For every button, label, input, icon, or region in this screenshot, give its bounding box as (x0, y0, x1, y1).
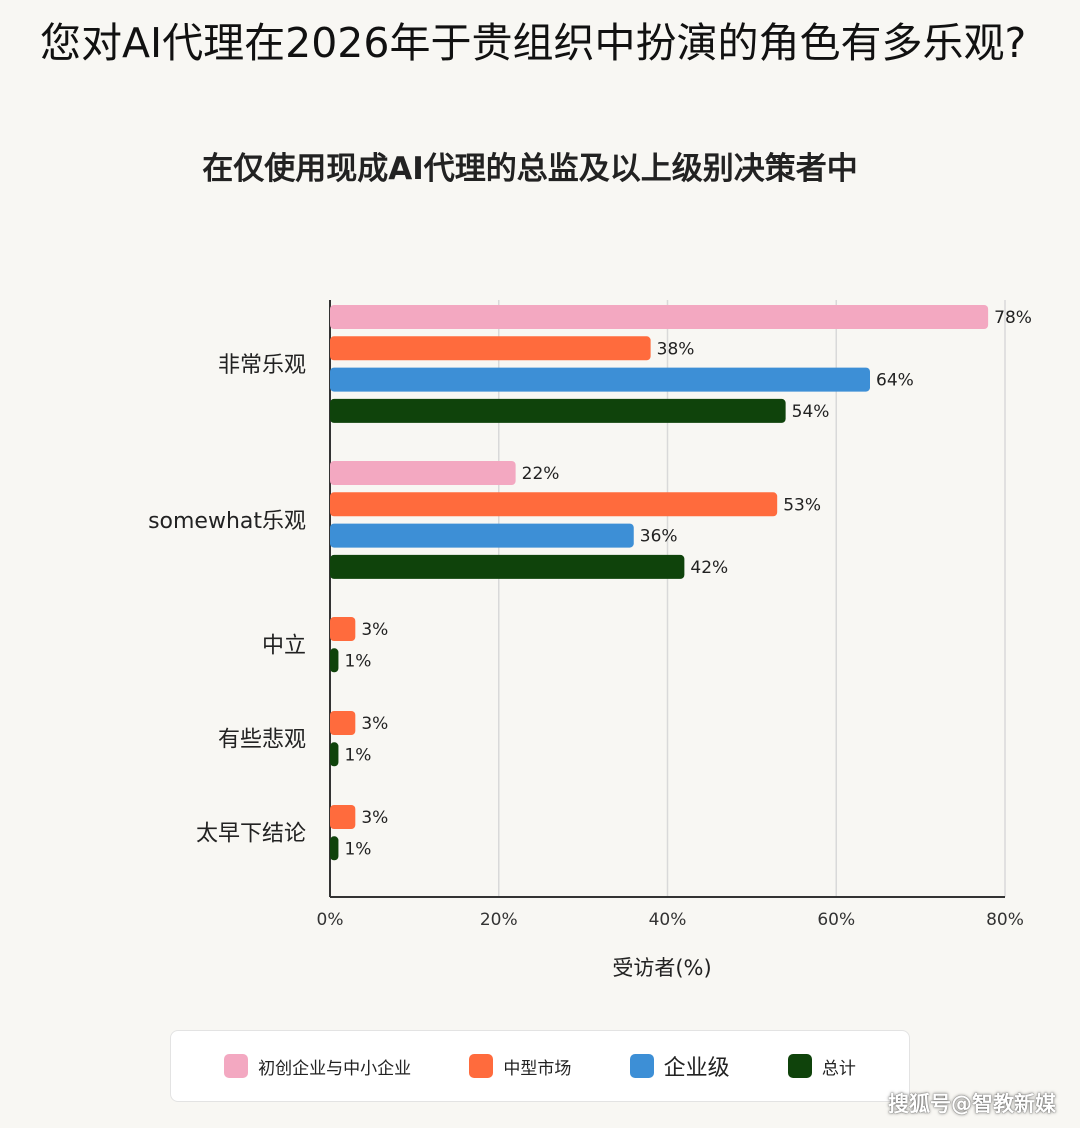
legend-label-startup: 初创企业与中小企业 (258, 1058, 412, 1079)
bar-value-label: 3% (361, 808, 388, 828)
legend-label-midmarket: 中型市场 (503, 1058, 572, 1079)
bar-value-label: 36% (640, 527, 678, 547)
bar-value-label: 38% (657, 339, 695, 359)
bar-value-label: 78% (994, 308, 1032, 328)
chart-title: 您对AI代理在2026年于贵组织中扮演的角色有多乐观? (40, 19, 1027, 67)
legend-item-startup: 初创企业与中小企业 (224, 1054, 411, 1079)
bar-value-label: 1% (344, 839, 371, 859)
bar (330, 742, 339, 767)
bar (330, 305, 989, 329)
bar-value-label: 54% (792, 402, 830, 422)
bar (330, 805, 356, 829)
legend-swatch-startup (224, 1054, 249, 1078)
bar (330, 461, 516, 485)
bar-value-label: 22% (522, 464, 560, 484)
category-label: 中立 (262, 634, 306, 659)
x-axis-label: 受访者(%) (612, 956, 711, 980)
bar-value-label: 42% (690, 558, 728, 578)
bar-value-label: 64% (876, 371, 914, 391)
legend-label-total: 总计 (821, 1058, 856, 1079)
chart-subtitle: 在仅使用现成AI代理的总监及以上级别决策者中 (202, 151, 858, 187)
watermark: 搜狐号@智教新媒 (888, 1092, 1056, 1116)
x-tick-label: 20% (480, 910, 518, 930)
legend-swatch-total (787, 1054, 812, 1078)
bar (330, 711, 356, 735)
bar (330, 336, 651, 361)
x-tick-label: 0% (317, 910, 344, 930)
bar-value-label: 3% (361, 620, 388, 640)
bar (330, 367, 870, 392)
category-label: somewhat乐观 (148, 509, 306, 534)
category-label: 太早下结论 (196, 822, 306, 847)
legend-item-total: 总计 (787, 1054, 856, 1079)
bar (330, 836, 339, 861)
bar-value-label: 53% (783, 495, 821, 515)
legend-swatch-enterprise (629, 1054, 654, 1078)
x-tick-label: 40% (649, 910, 687, 930)
legend-item-enterprise: 企业级 (629, 1050, 730, 1082)
bar (330, 554, 685, 579)
bar-chart: 0% 20% 40% 60% 80% 受访者(%) 78% 38% 64% 54% 非常乐观 22% 5… (148, 300, 1032, 980)
chart-legend: 初创企业与中小企业 中型市场 企业级 总计 (170, 1030, 910, 1102)
bar (330, 617, 356, 641)
category-label: 有些悲观 (218, 728, 306, 753)
x-tick-label: 80% (986, 910, 1024, 930)
bar-value-label: 1% (344, 745, 371, 765)
bar (330, 492, 778, 517)
bar-value-label: 3% (361, 714, 388, 734)
legend-label-enterprise: 企业级 (663, 1056, 730, 1081)
bar (330, 398, 786, 423)
bar-value-label: 1% (344, 651, 371, 671)
bar (330, 523, 634, 548)
legend-item-midmarket: 中型市场 (469, 1054, 571, 1079)
legend-swatch-midmarket (469, 1054, 494, 1078)
category-label: 非常乐观 (218, 353, 306, 378)
x-tick-label: 60% (817, 910, 855, 930)
bar (330, 648, 339, 673)
